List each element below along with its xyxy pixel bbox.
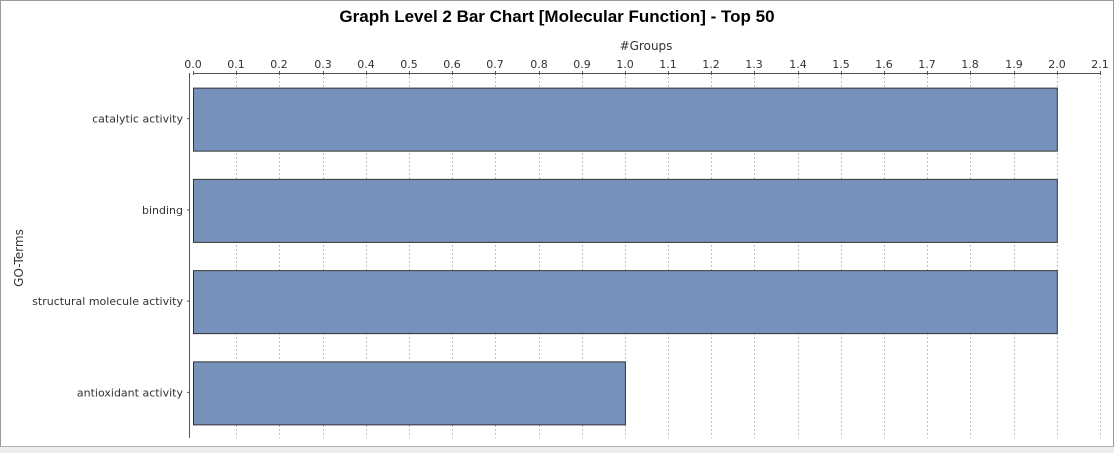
axis-layer: 0.0 0.1 0.2 0.3 0.4 0.5 0.6 0.7 0.8 0.9 1.0 1.1 1.2 1… bbox=[32, 58, 1109, 438]
x-tick-label: 0.2 bbox=[270, 58, 288, 71]
bar bbox=[193, 87, 1058, 152]
x-tick-label: 1.3 bbox=[745, 58, 763, 71]
x-axis-title: #Groups bbox=[620, 39, 673, 53]
x-tick-label: 0.6 bbox=[443, 58, 461, 71]
x-tick-label: 1.7 bbox=[918, 58, 936, 71]
x-tick-label: 0.8 bbox=[530, 58, 548, 71]
x-tick-label: 1.9 bbox=[1005, 58, 1023, 71]
bar bbox=[193, 270, 1058, 335]
bar-layer bbox=[193, 87, 1058, 426]
x-tick-label: 1.8 bbox=[961, 58, 979, 71]
category-label: catalytic activity bbox=[92, 113, 183, 126]
x-tick-label: 1.5 bbox=[832, 58, 850, 71]
x-tick-label: 0.1 bbox=[227, 58, 245, 71]
x-tick-label: 2.1 bbox=[1091, 58, 1109, 71]
category-label: binding bbox=[142, 204, 183, 217]
bar bbox=[193, 178, 1058, 243]
bar bbox=[193, 361, 626, 426]
x-tick-label: 1.6 bbox=[875, 58, 893, 71]
x-tick-label: 1.0 bbox=[616, 58, 634, 71]
chart-title: Graph Level 2 Bar Chart [Molecular Funct… bbox=[339, 7, 774, 26]
x-tick-label: 1.4 bbox=[789, 58, 807, 71]
x-tick-label: 0.5 bbox=[400, 58, 418, 71]
x-tick-label: 0.3 bbox=[314, 58, 332, 71]
x-tick-label: 0.4 bbox=[357, 58, 375, 71]
x-tick-label: 0.7 bbox=[486, 58, 504, 71]
x-tick-label: 0.0 bbox=[184, 58, 202, 71]
category-label: structural molecule activity bbox=[32, 295, 183, 308]
x-tick-label: 1.2 bbox=[702, 58, 720, 71]
x-tick-label: 2.0 bbox=[1048, 58, 1066, 71]
x-tick-label: 0.9 bbox=[573, 58, 591, 71]
bottom-strip bbox=[0, 446, 1114, 453]
x-tick-label: 1.1 bbox=[659, 58, 677, 71]
y-axis-title: GO-Terms bbox=[12, 229, 26, 287]
category-label: antioxidant activity bbox=[77, 386, 184, 399]
